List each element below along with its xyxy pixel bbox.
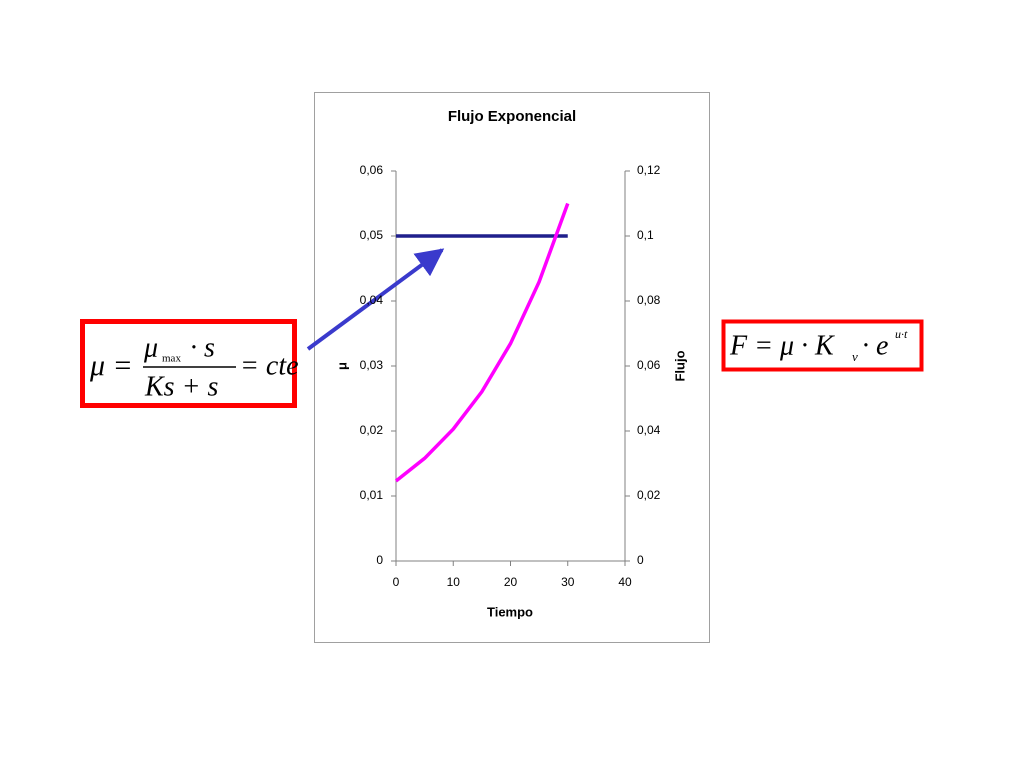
y-tick-label: 0,06 bbox=[360, 163, 384, 177]
chart-title: Flujo Exponencial bbox=[448, 108, 576, 125]
formula-text: = cte bbox=[240, 350, 299, 381]
y2-tick-label: 0,02 bbox=[637, 488, 661, 502]
x-tick-label: 0 bbox=[393, 575, 400, 589]
y-tick-label: 0,03 bbox=[360, 358, 384, 372]
x-axis-label: Tiempo bbox=[487, 604, 533, 619]
formula-text: · s bbox=[190, 332, 215, 363]
y2-tick-label: 0 bbox=[637, 553, 644, 567]
x-tick-label: 20 bbox=[504, 575, 518, 589]
arrow bbox=[306, 248, 445, 351]
formula-2: F = μ · K v · e u·t bbox=[721, 319, 924, 372]
y-tick-label: 0,05 bbox=[360, 228, 384, 242]
formula-text: Ks + s bbox=[144, 371, 218, 402]
y-tick-label: 0 bbox=[376, 553, 383, 567]
y-axis-label: μ bbox=[334, 362, 349, 370]
chart-frame bbox=[314, 92, 710, 643]
y2-tick-label: 0,06 bbox=[637, 358, 661, 372]
series-line bbox=[394, 202, 570, 483]
y2-axis-label: Flujo bbox=[672, 350, 687, 381]
y-tick-label: 0,04 bbox=[360, 293, 384, 307]
formula-text: μ = bbox=[89, 349, 133, 382]
x-tick-label: 30 bbox=[561, 575, 575, 589]
y2-tick-label: 0,04 bbox=[637, 423, 661, 437]
y-tick-label: 0,01 bbox=[360, 488, 384, 502]
x-tick-label: 10 bbox=[447, 575, 461, 589]
formula-subscript: v bbox=[852, 349, 858, 364]
formula-text: μ bbox=[143, 332, 158, 363]
formula-superscript: u·t bbox=[895, 327, 908, 341]
y2-tick-label: 0,12 bbox=[637, 163, 661, 177]
formula-text: · e bbox=[862, 330, 888, 361]
formula-box bbox=[80, 319, 297, 408]
x-tick-label: 40 bbox=[618, 575, 632, 589]
y2-tick-label: 0,08 bbox=[637, 293, 661, 307]
formula-box bbox=[721, 319, 924, 372]
y2-tick-label: 0,1 bbox=[637, 228, 654, 242]
formula-text: F = μ · K bbox=[729, 330, 835, 361]
formula-1: μ = μ max · s Ks + s = cte bbox=[80, 319, 299, 408]
y-tick-label: 0,02 bbox=[360, 423, 384, 437]
formula-subscript: max bbox=[162, 353, 181, 365]
